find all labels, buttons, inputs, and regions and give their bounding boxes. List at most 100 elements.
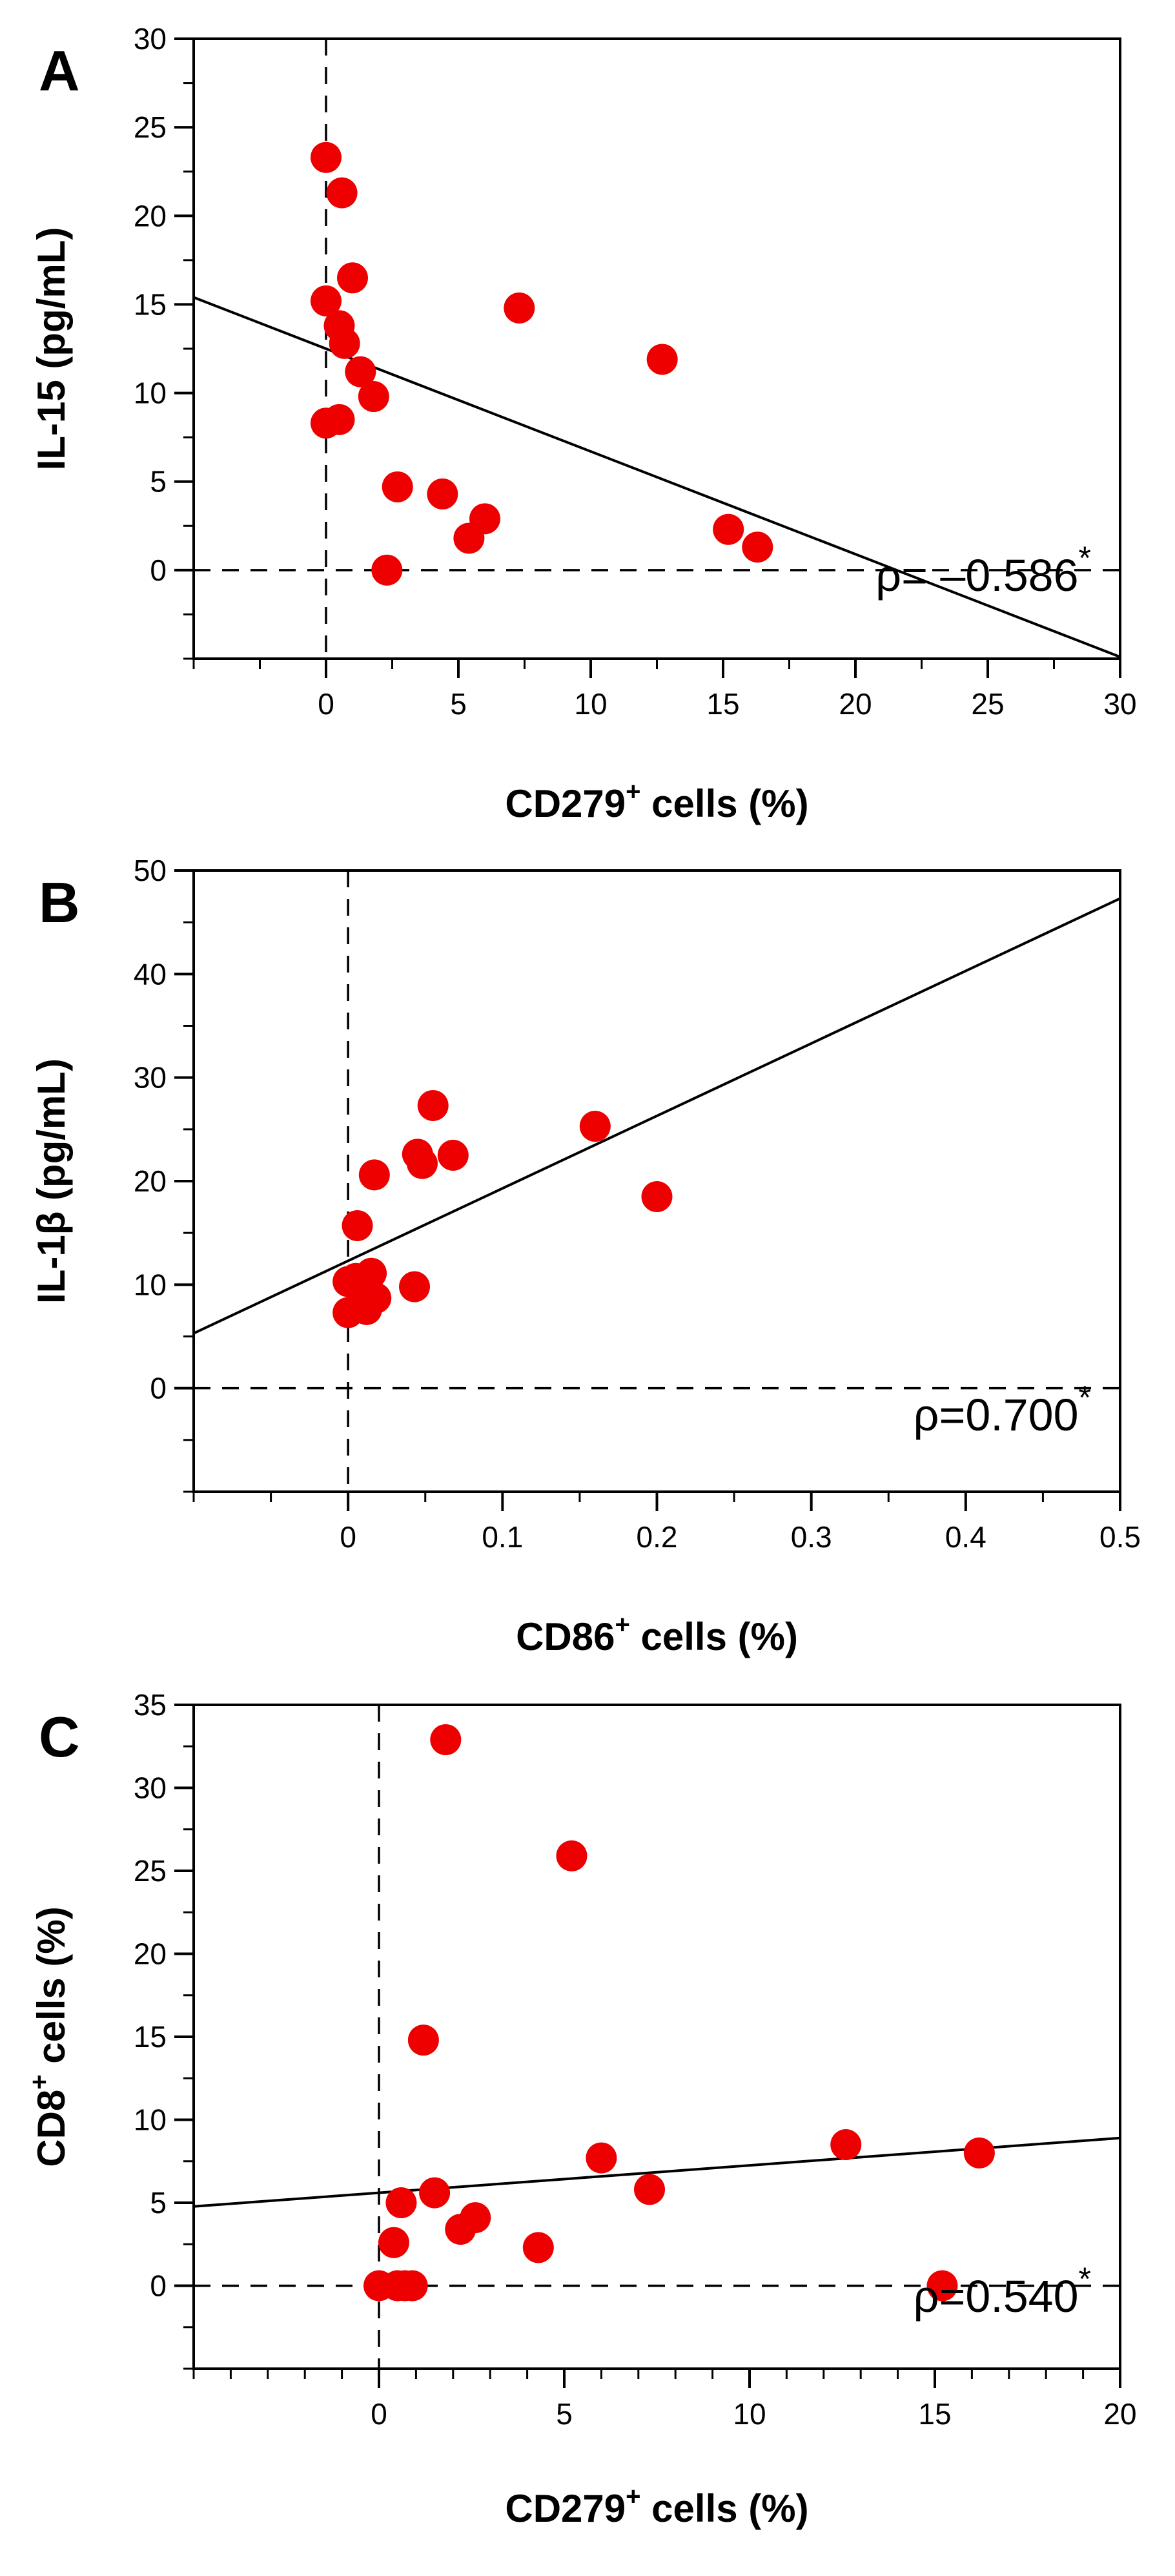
- panel-c-point: [430, 1724, 462, 1755]
- panel-b-point: [358, 1159, 390, 1191]
- panel-c-x-axis-title: CD279+ cells (%): [505, 2482, 808, 2530]
- panel-b-x-tick-label: 0: [340, 1520, 356, 1554]
- panel-c-point: [407, 2025, 439, 2056]
- panel-a-point: [323, 404, 355, 435]
- panel-a-x-tick-label: 25: [971, 687, 1004, 721]
- panel-c-x-tick-label: 20: [1103, 2397, 1136, 2431]
- panel-b-x-tick-label: 0.4: [945, 1520, 986, 1554]
- panel-a-point: [337, 262, 368, 294]
- panel-c-point: [445, 2214, 476, 2245]
- panel-c-x-tick-label: 5: [556, 2397, 573, 2431]
- panel-b-point: [399, 1271, 431, 1303]
- panel-b-point: [351, 1293, 382, 1325]
- panel-b-x-tick-label: 0.3: [791, 1520, 832, 1554]
- panel-c-point: [522, 2232, 554, 2263]
- panel-c-y-tick-label: 20: [134, 1937, 167, 1971]
- panel-a-rho-symbol: ρ: [875, 550, 901, 601]
- panel-a-point: [358, 381, 389, 413]
- panel-b: B 0 0.1 0.2 0.3 0.4 0.5 0 10 20 30 40 50 ρ=0.700* CD86…: [30, 854, 1141, 1658]
- panel-c-point: [556, 1840, 588, 1871]
- panel-b-y-tick-label: 10: [134, 1268, 167, 1301]
- panel-b-point: [342, 1210, 373, 1241]
- panel-a-x-tick-label: 15: [706, 687, 739, 721]
- panel-b-x-tick-label: 0.5: [1099, 1520, 1141, 1554]
- panel-a-rho-annotation: ρ= –0.586*: [875, 540, 1091, 601]
- panel-b-x-tick-label: 0.1: [482, 1520, 523, 1554]
- panel-c-y-tick-label: 0: [150, 2269, 167, 2303]
- panel-c-x-tick-label: 10: [733, 2397, 766, 2431]
- panel-a-point: [326, 177, 358, 209]
- panel-c-y-tick-label: 10: [134, 2103, 167, 2137]
- panel-a-point: [311, 141, 342, 173]
- panel-b-rho-symbol: ρ: [914, 1390, 939, 1440]
- panel-c-y-tick-label: 5: [150, 2186, 167, 2220]
- panel-c: C 0 5 10 15 20 0 5 10 15 20 25 30 35 ρ=0.540* CD279+ ce…: [25, 1688, 1137, 2530]
- panel-b-rho-annotation: ρ=0.700*: [914, 1379, 1091, 1440]
- panel-c-y-tick-label: 30: [134, 1771, 167, 1805]
- panel-a: A 0 5 10 15 20 25 30 0 5 10 15 20 25 30 ρ= –0.586* CD279…: [30, 22, 1137, 825]
- panel-c-y-axis-title: CD8+ cells (%): [25, 1906, 73, 2167]
- panel-a-y-axis-title: IL-15 (pg/mL): [30, 227, 73, 471]
- panel-c-rho-value: =0.540: [939, 2271, 1078, 2322]
- panel-a-point: [453, 522, 485, 554]
- panel-a-x-tick-label: 5: [450, 687, 467, 721]
- panel-a-x-axis-title: CD279+ cells (%): [505, 778, 808, 825]
- panel-c-significance-star: *: [1079, 2261, 1091, 2297]
- panel-a-point: [329, 327, 360, 359]
- panel-c-point: [419, 2177, 451, 2209]
- panel-a-x-tick-label: 30: [1103, 687, 1136, 721]
- panel-c-point: [385, 2187, 417, 2218]
- panel-a-y-tick-label: 10: [134, 376, 167, 410]
- panel-a-rho-value: = –0.586: [901, 550, 1078, 601]
- panel-c-point: [634, 2174, 666, 2205]
- panel-b-letter: B: [39, 871, 80, 934]
- panel-c-x-tick-label: 0: [371, 2397, 387, 2431]
- panel-a-point: [713, 513, 744, 545]
- panel-a-point: [311, 285, 342, 316]
- panel-a-x-tick-label: 0: [318, 687, 334, 721]
- panel-a-point: [345, 356, 376, 387]
- panel-a-y-tick-label: 0: [150, 553, 167, 587]
- panel-a-significance-star: *: [1079, 540, 1091, 576]
- panel-c-point: [378, 2227, 409, 2258]
- panel-b-y-axis-title: IL-1β (pg/mL): [30, 1058, 73, 1304]
- panel-a-letter: A: [39, 39, 80, 103]
- panel-c-y-tick-label: 15: [134, 2020, 167, 2054]
- panel-b-y-tick-label: 30: [134, 1061, 167, 1095]
- panel-a-y-tick-label: 5: [150, 465, 167, 499]
- panel-c-point: [396, 2270, 428, 2302]
- panel-b-y-tick-label: 50: [134, 854, 167, 887]
- panel-a-point: [371, 554, 403, 586]
- panel-b-x-axis-title: CD86+ cells (%): [516, 1611, 798, 1658]
- panel-c-rho-annotation: ρ=0.540*: [914, 2261, 1091, 2322]
- panel-a-point: [382, 471, 413, 502]
- panel-c-point: [963, 2137, 995, 2169]
- panel-c-rho-symbol: ρ: [914, 2271, 939, 2322]
- panel-c-y-tick-label: 25: [134, 1854, 167, 1888]
- panel-b-x-tick-label: 0.2: [637, 1520, 678, 1554]
- panel-b-y-tick-label: 0: [150, 1372, 167, 1405]
- panel-b-fit-line: [194, 897, 1120, 1335]
- panel-b-point: [641, 1181, 673, 1213]
- panel-a-y-tick-label: 20: [134, 199, 167, 232]
- panel-b-point: [417, 1089, 449, 1121]
- panel-c-plot-frame: [192, 1704, 1121, 2370]
- panel-b-y-tick-label: 20: [134, 1164, 167, 1198]
- panel-a-point: [646, 344, 678, 375]
- panel-b-point: [579, 1111, 611, 1142]
- panel-c-y-tick-label: 35: [134, 1688, 167, 1722]
- panel-a-y-tick-label: 15: [134, 287, 167, 321]
- panel-a-x-tick-label: 10: [574, 687, 607, 721]
- panel-b-point: [406, 1148, 438, 1179]
- panel-a-point: [742, 531, 773, 563]
- panel-a-x-tick-label: 20: [839, 687, 872, 721]
- panel-a-point: [427, 478, 458, 510]
- panel-c-point: [926, 2270, 958, 2302]
- panel-c-x-tick-label: 15: [918, 2397, 951, 2431]
- panel-b-significance-star: *: [1079, 1379, 1091, 1416]
- panel-c-point: [830, 2129, 862, 2161]
- panel-c-letter: C: [39, 1705, 80, 1769]
- panel-b-y-tick-label: 40: [134, 957, 167, 991]
- panel-b-point: [437, 1139, 469, 1171]
